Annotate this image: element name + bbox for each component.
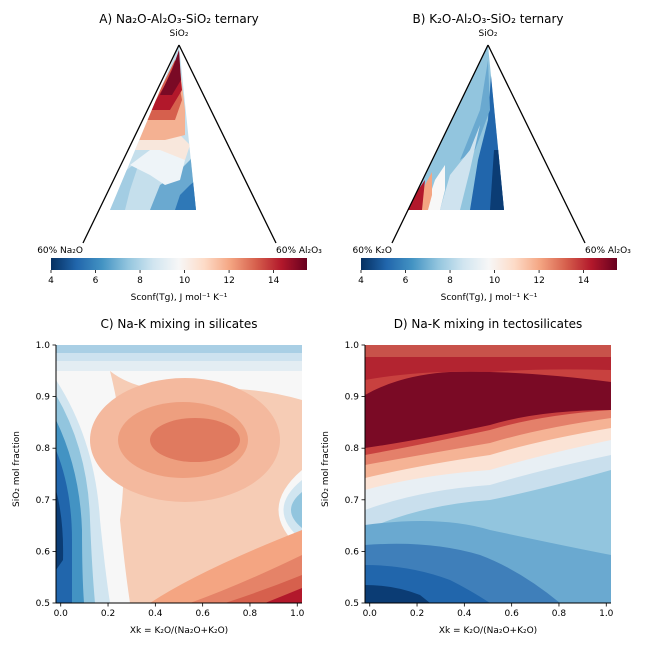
x-tick-label: 0.4 (457, 609, 472, 619)
panel-c-xlabel: Xk = K₂O/(Na₂O+K₂O) (130, 626, 228, 636)
contour-band (56, 361, 302, 371)
panel-a-left-edge (82, 44, 180, 244)
colorbar-label: Sconf(Tg), J mol⁻¹ K⁻¹ (441, 293, 538, 303)
contour-band (265, 588, 302, 603)
panel-c: C) Na-K mixing in silicates (12, 317, 305, 636)
colorbar-ticks: 4 6 8 10 12 14 (358, 270, 590, 286)
y-tick-label: 0.6 (36, 547, 51, 557)
y-tick-label: 0.5 (345, 599, 359, 609)
y-tick-label: 0.9 (345, 393, 360, 403)
x-tick-label: 0.2 (101, 609, 115, 619)
panel-a-right-edge (178, 44, 277, 244)
contour-band (56, 450, 72, 603)
panel-b-ternary-field (408, 45, 504, 210)
contour-band (175, 180, 196, 210)
contour-band (130, 150, 185, 185)
colorbar-tick-label: 10 (179, 276, 191, 286)
x-tick-label: 0.0 (363, 609, 378, 619)
colorbar-tick-label: 6 (403, 276, 409, 286)
contour-band (365, 371, 611, 448)
x-tick-label: 0.6 (504, 609, 519, 619)
colorbar-tick-label: 6 (93, 276, 99, 286)
colorbar-tick-label: 14 (578, 276, 590, 286)
colorbar-gradient (361, 258, 617, 270)
panel-b: B) K₂O-Al₂O₃-SiO₂ ternary SiO₂ 60% K₂O 6… (353, 12, 632, 303)
panel-d-xlabel: Xk = K₂O/(Na₂O+K₂O) (439, 626, 537, 636)
panel-a-title: A) Na₂O-Al₂O₃-SiO₂ ternary (99, 12, 258, 26)
contour-band (440, 125, 480, 210)
y-tick-label: 0.8 (345, 444, 360, 454)
panel-c-axes: 0.0 0.2 0.4 0.6 0.8 1.0 0.5 0.6 0.7 0.8 0.9 1.0 (36, 341, 305, 619)
x-tick-label: 0.0 (54, 609, 69, 619)
panel-d-title: D) Na-K mixing in tectosilicates (394, 317, 583, 331)
colorbar-label: Sconf(Tg), J mol⁻¹ K⁻¹ (131, 293, 228, 303)
colorbar-tick-label: 8 (137, 276, 143, 286)
x-tick-label: 0.2 (410, 609, 424, 619)
panel-d-axes: 0.0 0.2 0.4 0.6 0.8 1.0 0.5 0.6 0.7 0.8 0.9 1.0 (345, 341, 614, 619)
panel-a-colorbar: 4 6 8 10 12 14 Sconf(Tg), J mol⁻¹ K⁻¹ (48, 258, 307, 303)
colorbar-tick-label: 12 (533, 276, 544, 286)
x-tick-label: 0.4 (148, 609, 163, 619)
contour-band (365, 585, 430, 603)
y-tick-label: 1.0 (345, 341, 360, 351)
y-tick-label: 0.7 (345, 496, 359, 506)
panel-c-title: C) Na-K mixing in silicates (100, 317, 257, 331)
colorbar-tick-label: 8 (447, 276, 453, 286)
contour-band (56, 345, 302, 353)
panel-c-contour-field (56, 345, 302, 603)
contour-band (56, 490, 64, 570)
panel-b-right-vertex-label: 60% Al₂O₃ (585, 246, 631, 256)
panel-a: A) Na₂O-Al₂O₃-SiO₂ ternary SiO₂ 60% Na₂O… (37, 12, 322, 303)
y-tick-label: 0.7 (36, 496, 50, 506)
x-tick-label: 1.0 (290, 609, 305, 619)
panel-b-title: B) K₂O-Al₂O₃-SiO₂ ternary (412, 12, 563, 26)
panel-a-right-vertex-label: 60% Al₂O₃ (276, 246, 322, 256)
panel-a-apex-label: SiO₂ (170, 29, 189, 39)
contour-band (291, 492, 302, 528)
panel-b-left-edge (391, 44, 489, 244)
panel-b-apex-label: SiO₂ (479, 29, 498, 39)
y-tick-label: 0.5 (36, 599, 50, 609)
x-tick-label: 1.0 (599, 609, 614, 619)
panel-b-left-vertex-label: 60% K₂O (353, 246, 392, 256)
contour-band (56, 353, 302, 361)
colorbar-tick-label: 4 (48, 276, 54, 286)
panel-a-ternary-field (110, 45, 196, 210)
colorbar-ticks: 4 6 8 10 12 14 (48, 270, 280, 286)
x-tick-label: 0.8 (552, 609, 567, 619)
colorbar-tick-label: 12 (223, 276, 234, 286)
panel-d-ylabel: SiO₂ mol fraction (321, 431, 331, 507)
contour-band (160, 50, 181, 95)
colorbar-tick-label: 10 (489, 276, 501, 286)
colorbar-gradient (51, 258, 307, 270)
panel-d-contour-field (365, 345, 611, 603)
x-tick-label: 0.8 (243, 609, 258, 619)
panel-c-ylabel: SiO₂ mol fraction (12, 431, 22, 507)
colorbar-tick-label: 4 (358, 276, 364, 286)
contour-band (150, 418, 240, 462)
contour-band (365, 345, 611, 357)
y-tick-label: 0.9 (36, 393, 51, 403)
x-tick-label: 0.6 (195, 609, 210, 619)
y-tick-label: 0.6 (345, 547, 360, 557)
panel-b-right-edge (487, 44, 586, 244)
contour-band (365, 357, 611, 380)
panel-a-left-vertex-label: 60% Na₂O (37, 246, 83, 256)
panel-b-colorbar: 4 6 8 10 12 14 Sconf(Tg), J mol⁻¹ K⁻¹ (358, 258, 617, 303)
panel-d: D) Na-K mixing in tectosilicates 0.0 0.2 0… (321, 317, 614, 636)
y-tick-label: 0.8 (36, 444, 51, 454)
colorbar-tick-label: 14 (268, 276, 280, 286)
y-tick-label: 1.0 (36, 341, 51, 351)
